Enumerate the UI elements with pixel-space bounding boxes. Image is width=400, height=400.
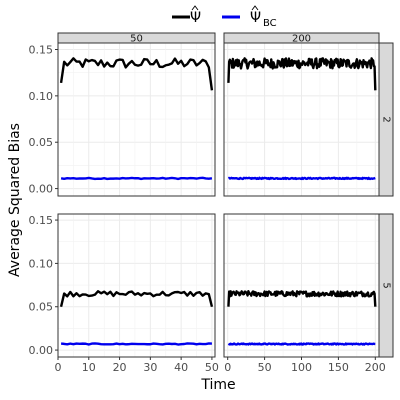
- series-psi-hat-line: [227, 290, 377, 307]
- strip-right-label: 2: [381, 116, 392, 122]
- series-psi-hat-bc-line: [60, 176, 213, 181]
- y-tick-label: 0.00: [29, 344, 54, 357]
- strip-top: [223, 32, 380, 44]
- x-tick-label: 100: [291, 361, 312, 374]
- y-tick-label: 0.10: [29, 257, 54, 270]
- x-tick-label: 0: [224, 361, 231, 374]
- legend-label-psi_hat_bc: Ψ: [250, 10, 261, 26]
- panel-0-0: [58, 43, 215, 196]
- y-tick-label: 0.00: [29, 183, 54, 196]
- x-tick-label: 50: [205, 361, 219, 374]
- y-tick-label: 0.05: [29, 136, 54, 149]
- legend-label-psi_hat: Ψ: [190, 10, 201, 26]
- x-axis-title: Time: [200, 377, 235, 393]
- panel-border: [57, 213, 216, 358]
- y-tick-label: 0.15: [29, 43, 54, 56]
- x-tick-label: 40: [174, 361, 188, 374]
- strip-right: [378, 213, 394, 358]
- strip-right-label: 5: [381, 282, 392, 288]
- x-tick-label: 30: [143, 361, 157, 374]
- legend-hat-icon: [191, 5, 199, 11]
- x-tick-label: 10: [82, 361, 96, 374]
- series-psi-hat-line: [59, 290, 214, 308]
- series-psi-hat-bc-line: [60, 342, 212, 346]
- y-axis-title: Average Squared Bias: [7, 123, 23, 277]
- panel-1-0: [58, 214, 215, 357]
- series-psi-hat-bc-line: [227, 176, 376, 181]
- legend-subscript-psi_hat_bc: BC: [263, 18, 277, 29]
- x-tick-label: 50: [258, 361, 272, 374]
- y-tick-label: 0.15: [29, 214, 54, 227]
- y-tick-label: 0.10: [29, 90, 54, 103]
- x-tick-label: 20: [113, 361, 127, 374]
- strip-top: [57, 32, 216, 44]
- x-tick-label: 200: [365, 361, 386, 374]
- x-tick-label: 0: [55, 361, 62, 374]
- x-tick-label: 150: [328, 361, 349, 374]
- series-psi-hat-line: [227, 57, 377, 91]
- legend-hat-icon: [251, 5, 259, 11]
- series-psi-hat-line: [59, 57, 214, 91]
- strip-top-label: 200: [292, 34, 311, 45]
- y-tick-label: 0.05: [29, 301, 54, 314]
- series-psi-hat-bc-line: [227, 342, 376, 346]
- strip-top-label: 50: [130, 34, 143, 45]
- strip-right: [378, 42, 394, 197]
